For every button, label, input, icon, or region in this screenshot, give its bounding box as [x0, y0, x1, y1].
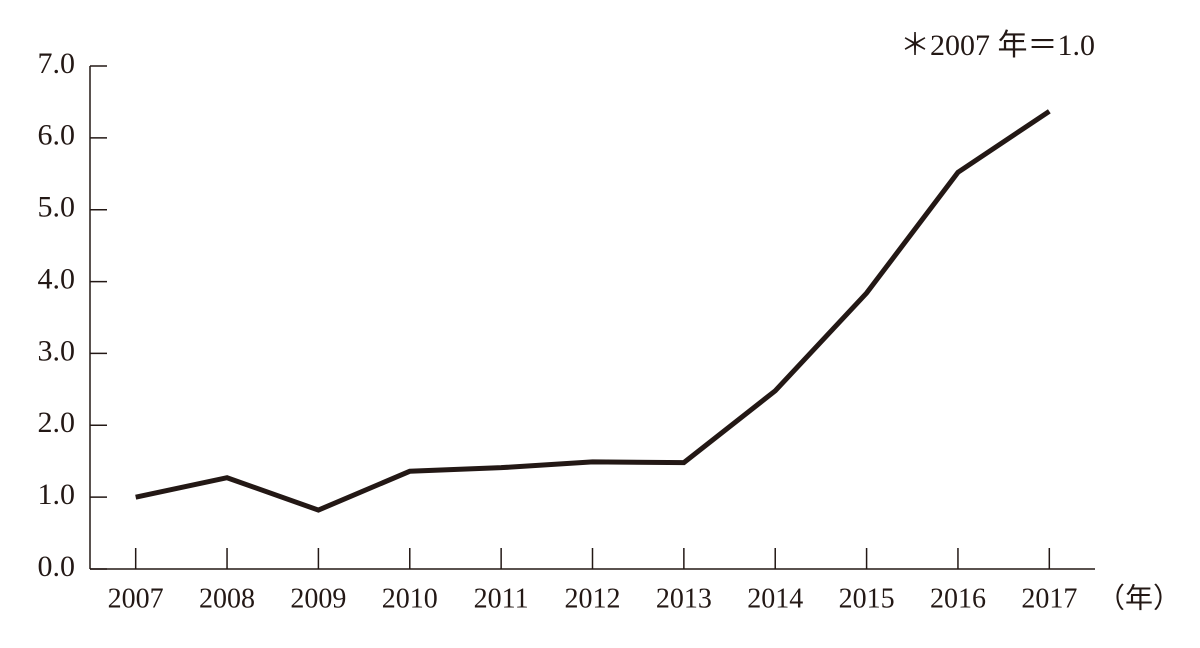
- x-tick-label: 2015: [839, 583, 895, 614]
- annotation: ＊2007 年＝1.0: [900, 29, 1095, 62]
- y-tick-label: 3.0: [38, 334, 76, 367]
- x-tick-label: 2011: [474, 583, 529, 614]
- x-tick-label: 2007: [108, 583, 164, 614]
- x-tick-label: 2013: [656, 583, 712, 614]
- y-tick-label: 4.0: [38, 262, 76, 295]
- x-tick-label: 2012: [565, 583, 621, 614]
- x-tick-label: 2008: [199, 583, 255, 614]
- x-tick-label: 2014: [747, 583, 803, 614]
- x-tick-label: 2017: [1021, 583, 1077, 614]
- data-line: [135, 109, 1051, 513]
- y-tick-label: 5.0: [38, 191, 76, 224]
- y-tick-label: 7.0: [38, 47, 76, 80]
- x-tick-label: 2010: [382, 583, 438, 614]
- y-tick-label: 1.0: [38, 478, 76, 511]
- x-tick-label: 2016: [930, 583, 986, 614]
- y-tick-label: 2.0: [38, 406, 76, 439]
- x-tick-label: 2009: [290, 583, 346, 614]
- y-tick-label: 6.0: [38, 119, 76, 152]
- y-tick-label: 0.0: [38, 550, 76, 583]
- x-axis-label: （年）: [1097, 582, 1181, 614]
